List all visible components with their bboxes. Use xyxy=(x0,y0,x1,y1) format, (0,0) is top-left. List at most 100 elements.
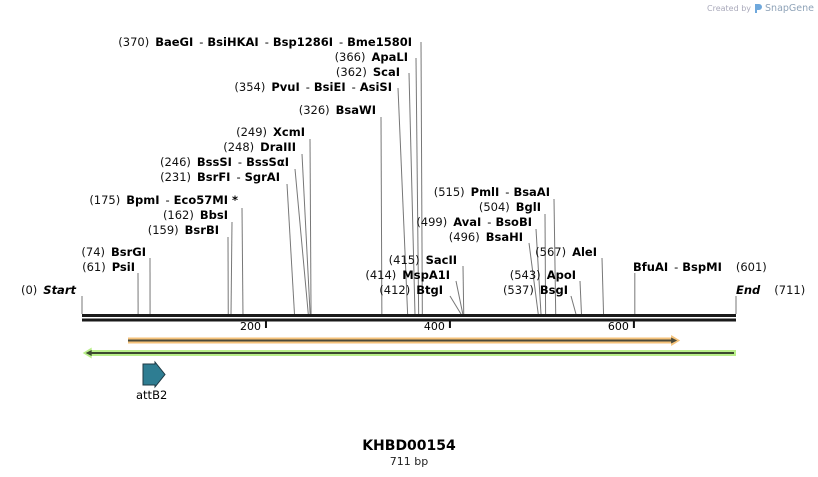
enzyme-name[interactable]: PmlI xyxy=(470,185,500,199)
enzyme-name[interactable]: BsrFI xyxy=(197,170,231,184)
site-position: (231) xyxy=(160,170,192,184)
enzyme-name[interactable]: PsiI xyxy=(111,260,135,274)
backbone-bottom-strand xyxy=(82,318,736,322)
site-position: (249) xyxy=(236,125,268,139)
enzyme-site-label[interactable]: (248) DraIII xyxy=(223,140,296,154)
site-position: (248) xyxy=(223,140,255,154)
name-separator: - xyxy=(487,215,492,229)
enzyme-name[interactable]: AvaI xyxy=(453,215,482,229)
enzyme-site-label[interactable]: (249) XcmI xyxy=(236,125,305,139)
enzyme-site-label[interactable]: (326) BsaWI xyxy=(299,103,376,117)
enzyme-site-label[interactable]: (414) MspA1I xyxy=(365,268,450,282)
site-position: (354) xyxy=(234,80,266,94)
enzyme-site-label[interactable]: (366) ApaLI xyxy=(335,50,408,64)
start-name: Start xyxy=(43,283,76,297)
enzyme-site-label[interactable]: (231) BsrFI - SgrAI xyxy=(160,170,280,184)
enzyme-site-label[interactable]: (74) BsrGI xyxy=(81,245,146,259)
end-position: (711) xyxy=(774,283,806,297)
enzyme-site-label[interactable]: (415) SacII xyxy=(389,253,457,267)
enzyme-name[interactable]: ApoI xyxy=(546,268,576,282)
enzyme-site-label[interactable]: (61) PsiI xyxy=(82,260,135,274)
cut-site-line xyxy=(544,213,547,315)
enzyme-name[interactable]: BtgI xyxy=(416,283,443,297)
enzyme-name[interactable]: MspA1I xyxy=(402,268,450,282)
enzyme-name[interactable]: PvuI xyxy=(271,80,300,94)
cut-site-line xyxy=(570,295,577,315)
enzyme-name[interactable]: Bsp1286I xyxy=(272,35,333,49)
enzyme-name[interactable]: BsrGI xyxy=(111,245,146,259)
site-position: (61) xyxy=(82,260,106,274)
enzyme-name[interactable]: BsiEI xyxy=(313,80,346,94)
enzyme-name[interactable]: BbsI xyxy=(199,208,228,222)
enzyme-name[interactable]: SacII xyxy=(425,253,457,267)
enzyme-name[interactable]: Bme1580I xyxy=(347,35,412,49)
cut-site-line xyxy=(462,265,465,315)
site-position: (159) xyxy=(147,223,179,237)
enzyme-site-label[interactable]: (354) PvuI - BsiEI - AsiSI xyxy=(234,80,392,94)
enzyme-name[interactable]: DraIII xyxy=(260,140,296,154)
enzyme-name[interactable]: BglI xyxy=(515,200,541,214)
enzyme-site-label[interactable]: (159) BsrBI xyxy=(148,223,219,237)
site-position: (496) xyxy=(448,230,480,244)
site-position: (162) xyxy=(162,208,194,222)
name-separator: - xyxy=(674,260,679,274)
enzyme-name[interactable]: BsaAI xyxy=(513,185,550,199)
enzyme-name[interactable]: BfuAI xyxy=(633,260,669,274)
enzyme-site-label[interactable]: (162) BbsI xyxy=(163,208,228,222)
site-position: (601) xyxy=(735,260,767,274)
enzyme-name[interactable]: BsaWI xyxy=(335,103,376,117)
enzyme-name[interactable]: BpmI xyxy=(126,193,160,207)
enzyme-site-label[interactable]: (499) AvaI - BsoBI xyxy=(416,215,532,229)
enzyme-name[interactable]: XcmI xyxy=(273,125,305,139)
cut-site-line xyxy=(230,221,233,315)
enzyme-name[interactable]: SgrAI xyxy=(244,170,280,184)
enzyme-site-label[interactable]: (412) BtgI xyxy=(379,283,443,297)
enzyme-name[interactable]: AsiSI xyxy=(359,80,392,94)
site-position: (504) xyxy=(478,200,510,214)
arrow-right-icon xyxy=(671,337,678,344)
enzyme-site-label[interactable]: (175) BpmI - Eco57MI * xyxy=(89,193,238,207)
cut-site-line xyxy=(309,138,312,315)
enzyme-name[interactable]: BssSαI xyxy=(246,155,289,169)
enzyme-site-label[interactable]: (496) BsaHI xyxy=(449,230,523,244)
enzyme-name[interactable]: BsoBI xyxy=(495,215,532,229)
enzyme-name[interactable]: ApaLI xyxy=(371,50,409,64)
start-position: (0) xyxy=(20,283,38,297)
enzyme-name[interactable]: ScaI xyxy=(372,65,400,79)
enzyme-site-label[interactable]: (246) BssSI - BssSαI xyxy=(160,155,289,169)
enzyme-site-label[interactable]: (370) BaeGI - BsiHKAI - Bsp1286I - Bme1580I xyxy=(118,35,412,49)
ruler-tick-label: 400 xyxy=(423,320,445,333)
cut-site-line xyxy=(535,228,542,315)
enzyme-name[interactable]: BsrBI xyxy=(184,223,219,237)
site-position: (370) xyxy=(118,35,150,49)
cut-site-line xyxy=(301,153,311,315)
enzyme-name[interactable]: BspMI xyxy=(682,260,722,274)
enzyme-name[interactable]: BsgI xyxy=(539,283,568,297)
enzyme-site-label[interactable]: (504) BglI xyxy=(479,200,541,214)
enzyme-name[interactable]: BsaHI xyxy=(485,230,523,244)
enzyme-site-label[interactable]: (515) PmlI - BsaAI xyxy=(434,185,550,199)
ruler-tick-label: 600 xyxy=(607,320,629,333)
enzyme-site-label[interactable]: (567) AleI xyxy=(535,245,597,259)
enzyme-name[interactable]: AleI xyxy=(572,245,597,259)
backbone-top-strand xyxy=(82,314,736,317)
enzyme-site-label[interactable]: BfuAI - BspMI (601) xyxy=(633,260,767,274)
attb2-label: attB2 xyxy=(136,388,168,402)
enzyme-site-label[interactable]: (543) ApoI xyxy=(510,268,576,282)
cut-site-line xyxy=(408,72,416,315)
enzyme-name[interactable]: BsiHKAI xyxy=(207,35,259,49)
enzyme-site-label[interactable]: (362) ScaI xyxy=(336,65,400,79)
name-separator: - xyxy=(236,170,241,184)
snapgene-logo-icon xyxy=(755,4,763,13)
ruler-tick xyxy=(632,321,635,328)
enzyme-name[interactable]: BssSI xyxy=(196,155,232,169)
enzyme-name[interactable]: Eco57MI * xyxy=(173,193,238,207)
enzyme-site-label[interactable]: (537) BsgI xyxy=(503,283,568,297)
cut-site-line xyxy=(380,116,383,315)
enzyme-name[interactable]: BaeGI xyxy=(155,35,194,49)
site-position: (366) xyxy=(334,50,366,64)
site-position: (537) xyxy=(502,283,534,297)
sequence-name: KHBD00154 xyxy=(362,438,456,454)
name-separator: - xyxy=(264,35,269,49)
name-separator: - xyxy=(339,35,344,49)
